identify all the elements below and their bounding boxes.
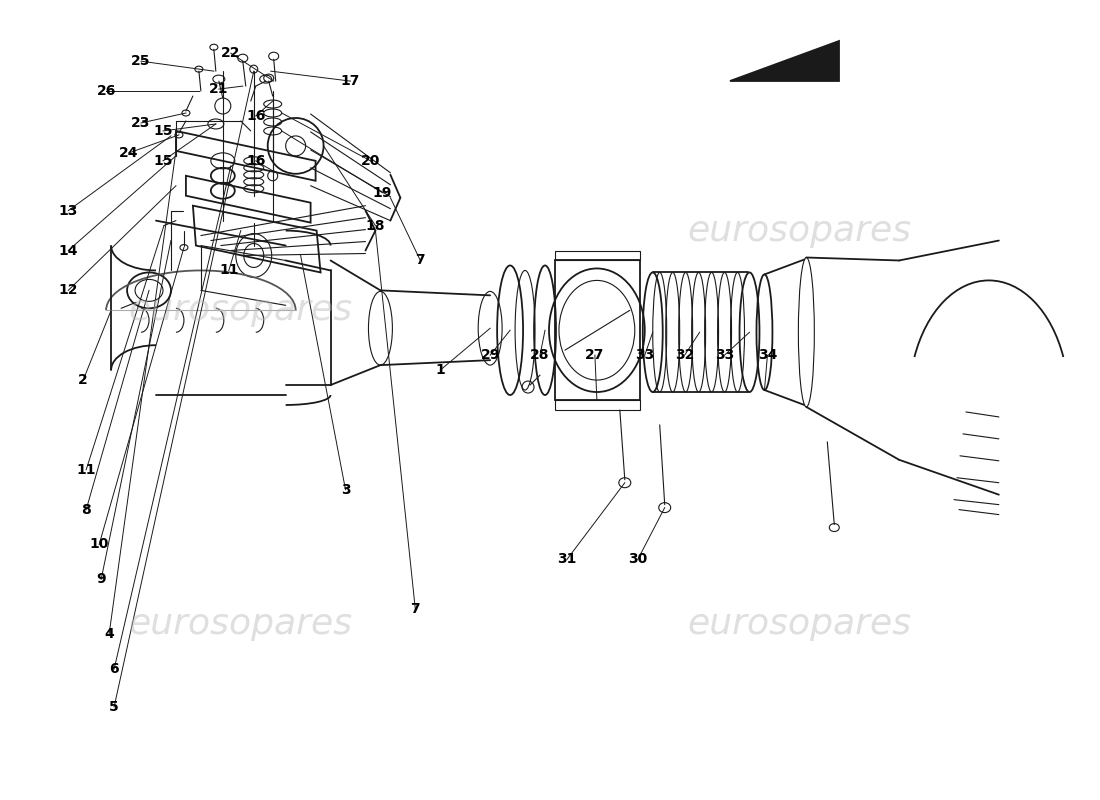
Text: eurosopares: eurosopares: [688, 607, 912, 642]
Text: 13: 13: [58, 204, 78, 218]
Text: 11: 11: [76, 462, 96, 477]
Text: 1: 1: [436, 363, 446, 377]
Text: 22: 22: [221, 46, 241, 60]
Text: 27: 27: [585, 348, 605, 362]
Text: 2: 2: [78, 373, 88, 387]
Text: 24: 24: [119, 146, 139, 160]
Text: 18: 18: [365, 218, 385, 233]
Text: 33: 33: [715, 348, 734, 362]
Text: 21: 21: [209, 82, 229, 96]
Text: 7: 7: [416, 254, 425, 267]
Polygon shape: [729, 42, 839, 81]
Text: 12: 12: [58, 283, 78, 298]
Text: 25: 25: [131, 54, 151, 68]
Text: 19: 19: [373, 186, 392, 200]
Text: 34: 34: [758, 348, 777, 362]
Text: 16: 16: [246, 109, 265, 123]
Text: 10: 10: [89, 538, 109, 551]
Text: eurosopares: eurosopares: [129, 294, 353, 327]
Text: 11: 11: [219, 263, 239, 278]
Text: 15: 15: [153, 124, 173, 138]
Text: 17: 17: [341, 74, 360, 88]
Text: 16: 16: [246, 154, 265, 168]
Text: 15: 15: [153, 154, 173, 168]
Text: 31: 31: [558, 553, 576, 566]
Text: 9: 9: [97, 572, 106, 586]
Text: eurosopares: eurosopares: [688, 214, 912, 247]
Text: 7: 7: [410, 602, 420, 616]
Text: 14: 14: [58, 243, 78, 258]
Text: 20: 20: [361, 154, 381, 168]
Text: eurosopares: eurosopares: [129, 607, 353, 642]
Text: 8: 8: [81, 502, 91, 517]
Text: 3: 3: [341, 482, 350, 497]
Text: 6: 6: [109, 662, 119, 676]
Text: 32: 32: [675, 348, 694, 362]
Text: 30: 30: [628, 553, 648, 566]
Text: 28: 28: [530, 348, 550, 362]
Text: 5: 5: [109, 700, 119, 714]
Text: 4: 4: [104, 627, 114, 641]
Text: 26: 26: [97, 84, 116, 98]
Text: 29: 29: [481, 348, 499, 362]
Text: 33: 33: [635, 348, 654, 362]
Text: 23: 23: [131, 116, 151, 130]
